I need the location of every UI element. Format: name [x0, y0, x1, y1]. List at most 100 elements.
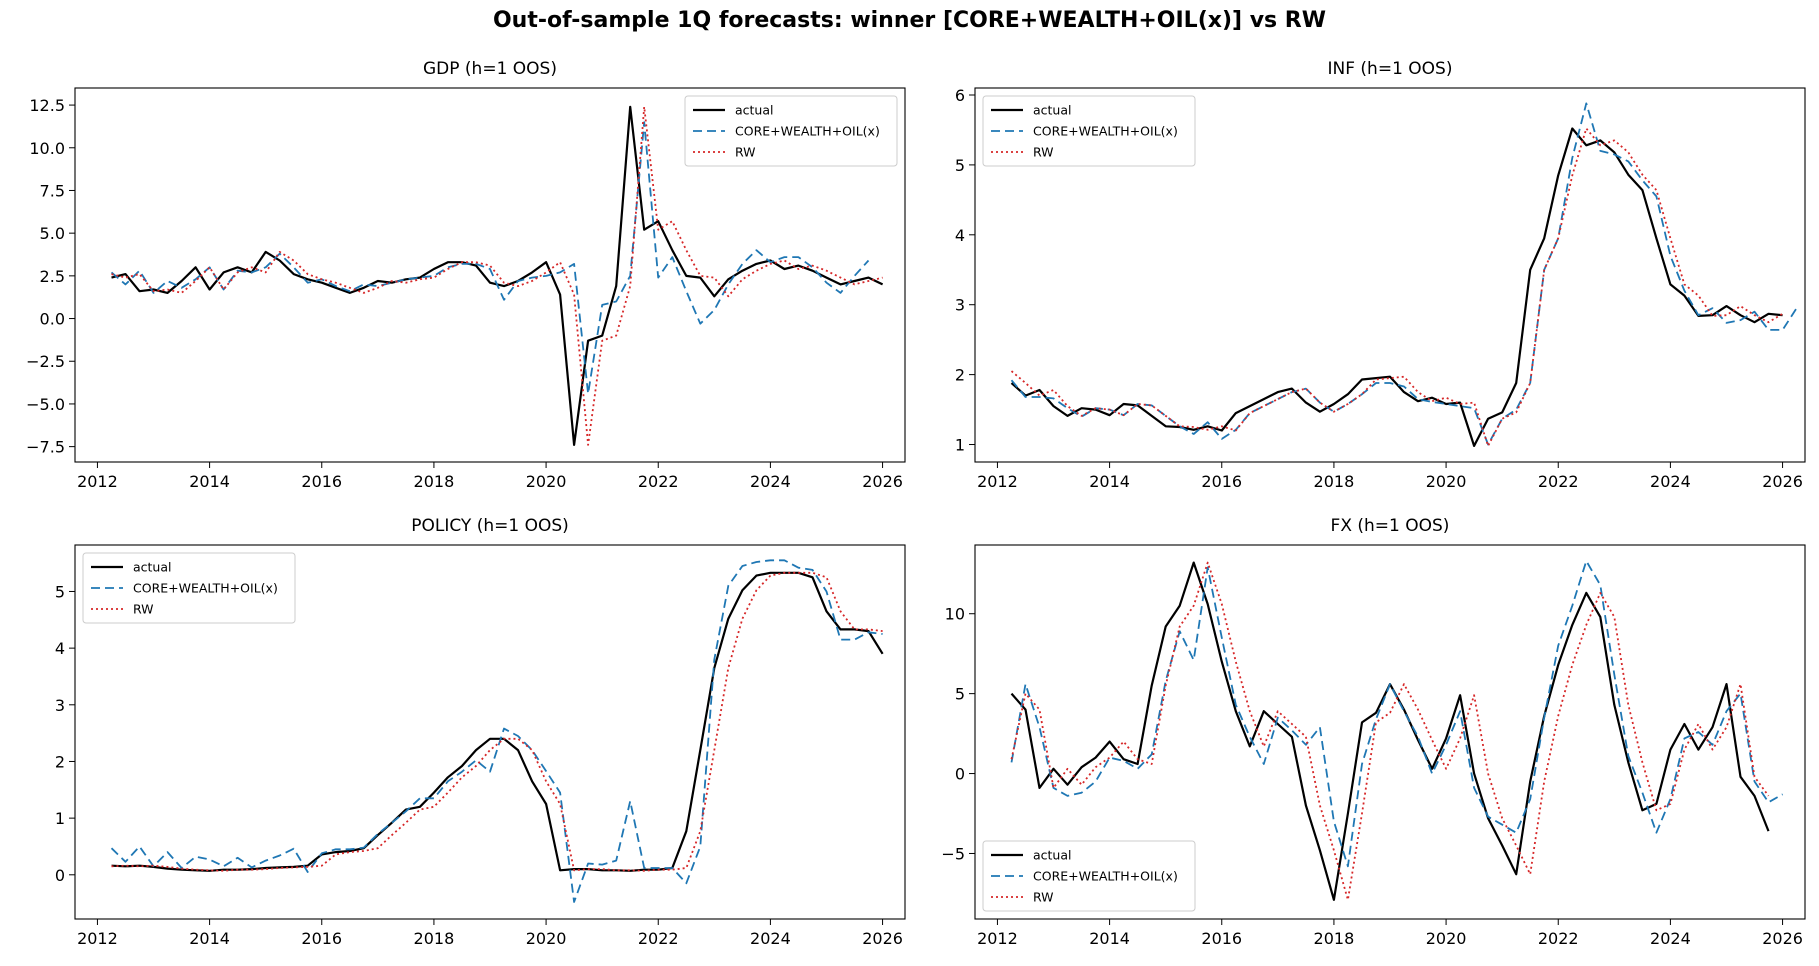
gdp-y-tick-label: 5.0: [40, 224, 65, 243]
inf-x-tick-label: 2022: [1538, 472, 1579, 491]
gdp-y-tick-label: 0.0: [40, 310, 65, 329]
policy-legend-label-rw: RW: [133, 602, 154, 617]
gdp-line-rw: [111, 105, 883, 446]
inf-y-tick-label: 2: [955, 366, 965, 385]
gdp-x-tick-label: 2018: [414, 472, 455, 491]
gdp-x-tick-label: 2016: [301, 472, 342, 491]
inf-x-tick-label: 2020: [1426, 472, 1467, 491]
policy-legend-label-core-wealth-oil-x: CORE+WEALTH+OIL(x): [133, 581, 278, 596]
fx-legend: actual CORE+WEALTH+OIL(x) RW: [982, 840, 1196, 912]
policy-legend: actual CORE+WEALTH+OIL(x) RW: [82, 552, 296, 624]
gdp-x-tick-label: 2026: [862, 472, 903, 491]
inf-y-tick-label: 5: [955, 156, 965, 175]
policy-x-tick-label: 2018: [414, 929, 455, 948]
policy-axes-frame: [74, 544, 906, 920]
gdp-x-tick-label: 2020: [526, 472, 567, 491]
inf-legend-label-core-wealth-oil-x: CORE+WEALTH+OIL(x): [1033, 124, 1178, 139]
fx-line-rw: [1010, 561, 1770, 901]
inf-x-tick-label: 2014: [1089, 472, 1130, 491]
inf-legend-label-actual: actual: [1033, 103, 1072, 118]
inf-legend-label-rw: RW: [1033, 145, 1054, 160]
inf-x-tick-label: 2024: [1650, 472, 1691, 491]
inf-line-core-wealth-oil-x: [1010, 102, 1798, 446]
inf-axes-frame: [974, 87, 1806, 463]
inf-x-tick-label: 2026: [1762, 472, 1803, 491]
gdp-series-group: [110, 105, 884, 446]
fx-x-tick-label: 2016: [1201, 929, 1242, 948]
policy-series-group: [110, 559, 884, 903]
gdp-x-tick-label: 2012: [77, 472, 118, 491]
gdp-panel-title: GDP (h=1 OOS): [423, 59, 557, 79]
inf-x-tick-label: 2016: [1201, 472, 1242, 491]
policy-x-tick-label: 2024: [750, 929, 791, 948]
fx-legend-box: [982, 840, 1196, 912]
policy-legend-label-actual: actual: [133, 560, 172, 575]
figure-title: Out-of-sample 1Q forecasts: winner [CORE…: [492, 8, 1327, 33]
fx-legend-label-core-wealth-oil-x: CORE+WEALTH+OIL(x): [1033, 869, 1178, 884]
policy-line-core-wealth-oil-x: [110, 559, 883, 903]
policy-x-tick-label: 2022: [638, 929, 679, 948]
gdp-y-tick-label: 7.5: [40, 181, 65, 200]
inf-x-tick-label: 2018: [1314, 472, 1355, 491]
gdp-x-tick-label: 2024: [750, 472, 791, 491]
inf-series-group: [1010, 102, 1798, 447]
gdp-axes-frame: [74, 87, 906, 463]
gdp-y-tick-label: 2.5: [40, 267, 65, 286]
policy-y-tick-label: 5: [55, 582, 65, 601]
inf-legend: actual CORE+WEALTH+OIL(x) RW: [982, 95, 1196, 167]
gdp-y-tick-label: 12.5: [29, 96, 65, 115]
policy-x-tick-label: 2026: [862, 929, 903, 948]
inf-y-tick-label: 4: [955, 226, 965, 245]
fx-series-group: [1010, 560, 1784, 901]
policy-x-tick-label: 2014: [189, 929, 230, 948]
fx-x-tick-label: 2024: [1650, 929, 1691, 948]
gdp-x-tick-label: 2022: [638, 472, 679, 491]
inf-panel-title: INF (h=1 OOS): [1328, 59, 1453, 79]
gdp-legend-label-rw: RW: [735, 145, 756, 160]
policy-legend-box: [82, 552, 296, 624]
inf-y-tick-label: 1: [955, 436, 965, 455]
gdp-x-tick-label: 2014: [189, 472, 230, 491]
fx-x-tick-label: 2022: [1538, 929, 1579, 948]
policy-x-tick-label: 2012: [77, 929, 118, 948]
fx-axes-frame: [974, 544, 1806, 920]
policy-line-actual: [111, 571, 884, 872]
fx-y-tick-label: 5: [955, 685, 965, 704]
fx-line-core-wealth-oil-x: [1010, 560, 1784, 868]
fx-legend-label-actual: actual: [1033, 848, 1072, 863]
fx-x-tick-label: 2018: [1314, 929, 1355, 948]
inf-y-tick-label: 6: [955, 86, 965, 105]
gdp-y-tick-label: 10.0: [29, 139, 65, 158]
policy-line-rw: [111, 571, 883, 872]
gdp-legend-label-actual: actual: [735, 103, 774, 118]
gdp-y-tick-label: −2.5: [26, 352, 65, 371]
policy-x-tick-label: 2020: [526, 929, 567, 948]
fx-legend-label-rw: RW: [1033, 890, 1054, 905]
policy-y-tick-label: 4: [55, 639, 65, 658]
policy-y-tick-label: 0: [55, 866, 65, 885]
fx-panel-title: FX (h=1 OOS): [1331, 516, 1450, 536]
inf-x-tick-label: 2012: [977, 472, 1018, 491]
policy-y-tick-label: 1: [55, 809, 65, 828]
inf-line-rw: [1010, 127, 1784, 447]
inf-legend-box: [982, 95, 1196, 167]
fx-y-tick-label: −5: [941, 844, 965, 863]
policy-y-tick-label: 3: [55, 696, 65, 715]
fx-y-tick-label: 0: [955, 765, 965, 784]
policy-y-tick-label: 2: [55, 752, 65, 771]
gdp-legend: actual CORE+WEALTH+OIL(x) RW: [684, 95, 898, 167]
gdp-legend-label-core-wealth-oil-x: CORE+WEALTH+OIL(x): [735, 124, 880, 139]
policy-panel-title: POLICY (h=1 OOS): [411, 516, 569, 536]
fx-x-tick-label: 2014: [1089, 929, 1130, 948]
fx-x-tick-label: 2020: [1426, 929, 1467, 948]
fx-x-tick-label: 2026: [1762, 929, 1803, 948]
gdp-line-core-wealth-oil-x: [110, 121, 870, 395]
gdp-y-tick-label: −5.0: [26, 395, 65, 414]
gdp-legend-box: [684, 95, 898, 167]
fx-y-tick-label: 10: [945, 605, 965, 624]
inf-y-tick-label: 3: [955, 296, 965, 315]
